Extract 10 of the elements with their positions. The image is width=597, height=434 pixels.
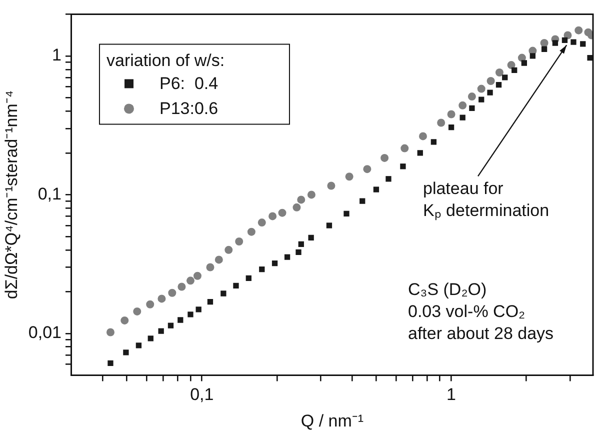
x-axis-title: Q / nm⁻¹ bbox=[300, 411, 364, 430]
legend-label: P13:0.6 bbox=[159, 99, 218, 118]
y-tick-label: 0,1 bbox=[38, 184, 62, 204]
legend-title: variation of w/s: bbox=[106, 51, 225, 70]
legend-label: P6: 0.4 bbox=[159, 74, 218, 94]
annotation: C₃S (D₂O) 0.03 vol-% CO₂ after about 28 days bbox=[408, 280, 554, 344]
y-axis-title: dΣ/dΩ*Q⁴/cm⁻¹sterad⁻¹nm⁻⁴ bbox=[2, 90, 21, 300]
y-tick-label: 1 bbox=[52, 46, 62, 65]
y-tick-label: 0,01 bbox=[28, 323, 62, 342]
annotation: plateau for Kₚ determination bbox=[423, 179, 550, 222]
